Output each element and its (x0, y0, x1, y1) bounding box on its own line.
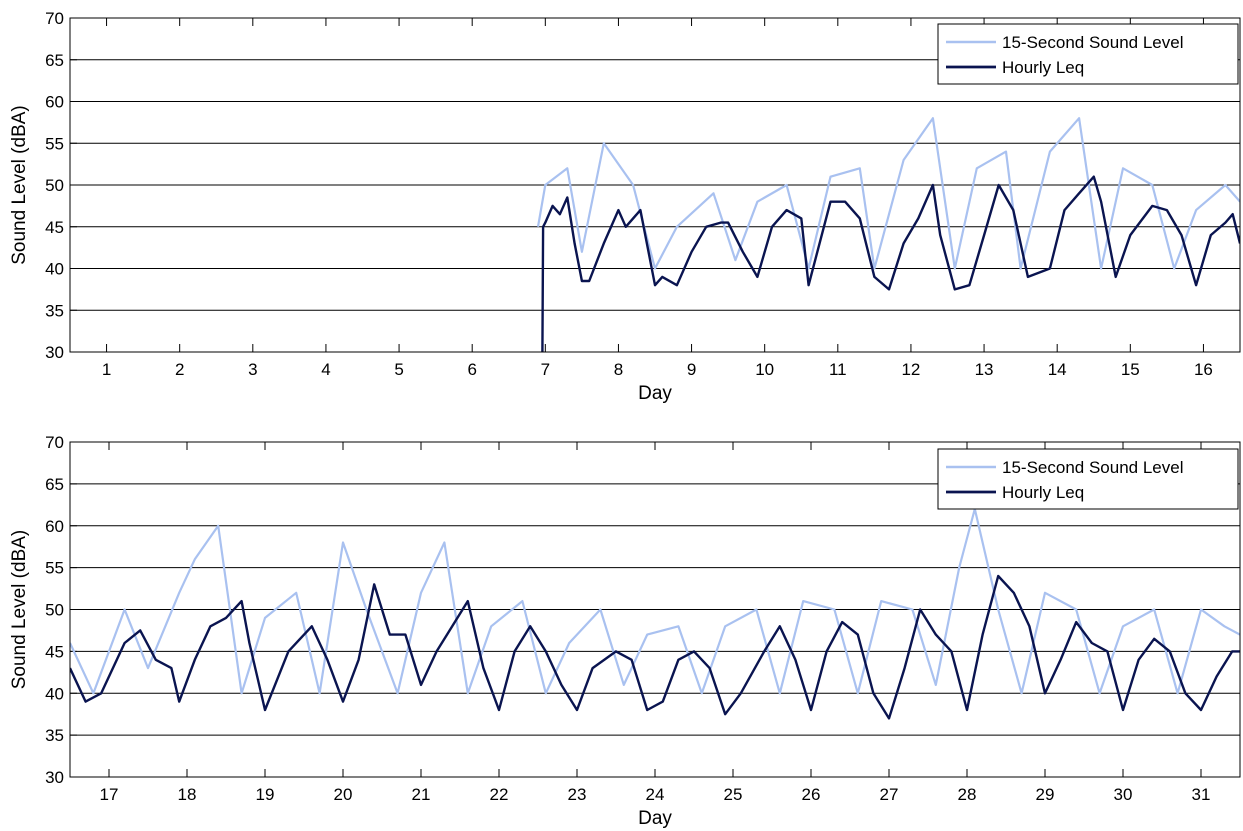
x-tick-label: 3 (248, 360, 257, 379)
legend-label: Hourly Leq (1002, 483, 1084, 502)
series-15-second-line (536, 117, 1240, 270)
x-tick-label: 15 (1121, 360, 1140, 379)
y-tick-label: 50 (45, 601, 64, 620)
series-hourly-leq-line (70, 574, 1240, 720)
y-tick-label: 45 (45, 642, 64, 661)
y-axis-label: Sound Level (dBA) (9, 105, 30, 265)
y-tick-label: 60 (45, 517, 64, 536)
y-tick-label: 70 (45, 9, 64, 28)
y-tick-label: 35 (45, 726, 64, 745)
y-tick-label: 60 (45, 93, 64, 112)
legend-box (937, 448, 1239, 510)
x-axis-label: Day (638, 383, 672, 404)
x-tick-label: 17 (100, 785, 119, 804)
legend: 15-Second Sound Level Hourly Leq (937, 23, 1239, 85)
x-tick-label: 2 (175, 360, 184, 379)
x-tick-label: 27 (880, 785, 899, 804)
x-tick-label: 12 (901, 360, 920, 379)
x-tick-label: 28 (958, 785, 977, 804)
x-tick-label: 31 (1192, 785, 1211, 804)
y-tick-label: 30 (45, 343, 64, 362)
x-tick-label: 10 (755, 360, 774, 379)
y-tick-label: 55 (45, 559, 64, 578)
x-tick-label: 11 (829, 360, 847, 379)
x-tick-label: 18 (178, 785, 197, 804)
y-tick-label: 65 (45, 475, 64, 494)
legend: 15-Second Sound Level Hourly Leq (937, 448, 1239, 510)
x-tick-label: 21 (412, 785, 431, 804)
x-tick-label: 19 (256, 785, 275, 804)
series-15-second-line (70, 507, 1240, 695)
x-tick-label: 24 (646, 785, 665, 804)
y-tick-label: 50 (45, 176, 64, 195)
y-tick-label: 70 (45, 433, 64, 452)
x-tick-label: 16 (1194, 360, 1213, 379)
x-tick-label: 4 (321, 360, 330, 379)
x-tick-label: 6 (467, 360, 476, 379)
plot-frame (69, 441, 1241, 778)
y-tick-label: 55 (45, 134, 64, 153)
x-tick-label: 29 (1036, 785, 1055, 804)
y-tick-label: 30 (45, 768, 64, 787)
x-axis-label: Day (638, 808, 672, 829)
x-tick-label: 25 (724, 785, 743, 804)
y-tick-label: 40 (45, 260, 64, 279)
y-tick-label: 65 (45, 51, 64, 70)
x-tick-label: 22 (490, 785, 509, 804)
legend-label: 15-Second Sound Level (1002, 33, 1183, 52)
y-axis-label: Sound Level (dBA) (9, 530, 30, 690)
x-tick-label: 7 (541, 360, 550, 379)
x-tick-label: 23 (568, 785, 587, 804)
y-tick-label: 45 (45, 218, 64, 237)
x-tick-label: 30 (1114, 785, 1133, 804)
x-tick-label: 9 (687, 360, 696, 379)
legend-label: 15-Second Sound Level (1002, 458, 1183, 477)
x-tick-label: 20 (334, 785, 353, 804)
legend-box (937, 23, 1239, 85)
x-tick-label: 13 (975, 360, 994, 379)
x-tick-label: 1 (102, 360, 111, 379)
y-tick-label: 35 (45, 301, 64, 320)
panel-bottom: 30 35 40 45 50 55 60 65 70 17 18 19 20 21 22 23 24 25 26 27… (9, 433, 1241, 829)
x-tick-label: 8 (614, 360, 623, 379)
legend-label: Hourly Leq (1002, 58, 1084, 77)
x-tick-label: 26 (802, 785, 821, 804)
series-hourly-leq-line (541, 175, 1240, 352)
x-tick-label: 14 (1048, 360, 1067, 379)
plot-frame (69, 17, 1241, 353)
y-tick-label: 40 (45, 684, 64, 703)
x-tick-label: 5 (394, 360, 403, 379)
